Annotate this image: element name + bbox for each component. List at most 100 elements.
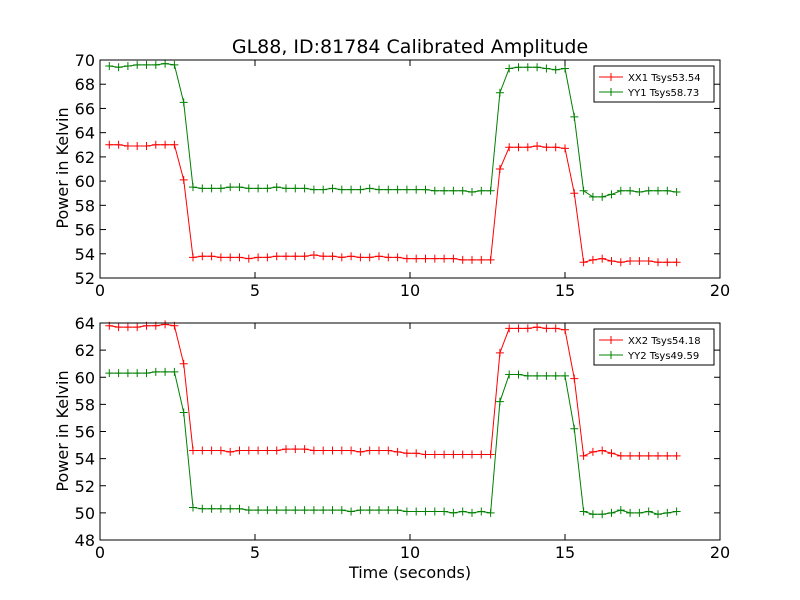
data-point (458, 507, 467, 516)
data-point (319, 446, 328, 455)
data-point (123, 323, 132, 332)
data-point (254, 184, 263, 193)
x-axis-label: Time (seconds) (348, 563, 471, 582)
data-point (514, 63, 523, 72)
data-point (356, 506, 365, 515)
data-point (114, 63, 123, 72)
data-point (375, 446, 383, 455)
data-point (328, 184, 337, 193)
legend-entry: XX1 Tsys53.54 (599, 73, 701, 84)
x-tick-label: 10 (400, 543, 420, 562)
data-point (402, 254, 411, 263)
data-point (133, 369, 142, 378)
data-point (458, 186, 467, 195)
data-point (514, 143, 523, 152)
data-point (263, 446, 272, 455)
data-point (477, 186, 486, 195)
data-point (402, 185, 411, 194)
data-point (263, 506, 272, 515)
data-point (468, 450, 476, 459)
data-point (170, 60, 179, 69)
data-point (579, 451, 588, 460)
data-point (309, 446, 318, 455)
data-point (607, 449, 616, 458)
data-point (393, 185, 402, 194)
data-point (337, 446, 346, 455)
data-point (430, 186, 439, 195)
data-point (272, 506, 281, 515)
data-point (551, 65, 560, 74)
data-point (133, 323, 142, 332)
legend-box (593, 65, 715, 103)
data-point (542, 64, 551, 73)
legend: XX2 Tsys54.18 YY2 Tsys49.59 (593, 328, 715, 366)
x-tick-label: 5 (250, 281, 260, 300)
data-point (616, 186, 625, 195)
x-tick-label: 15 (555, 281, 575, 300)
legend-entry: YY2 Tsys49.59 (599, 351, 699, 362)
data-point (133, 60, 142, 69)
data-point (189, 503, 197, 512)
bottom-subplot: 0 5 10 15 20 48 50 52 54 56 58 60 62 64 XX2 Tsys54.18 Y… (75, 314, 731, 562)
data-point (309, 506, 318, 515)
data-point (440, 507, 449, 516)
data-point (421, 507, 430, 516)
y-tick-label: 56 (75, 221, 95, 240)
data-point (356, 185, 365, 194)
data-point (207, 184, 216, 193)
data-point (384, 253, 393, 262)
data-point (375, 252, 383, 261)
data-point (654, 510, 662, 519)
data-point (449, 186, 458, 195)
data-point (570, 374, 579, 383)
data-point (309, 250, 318, 259)
data-point (170, 140, 179, 149)
data-point (282, 506, 290, 515)
data-point (570, 112, 579, 121)
y-tick-label: 64 (75, 124, 95, 143)
data-point (179, 359, 188, 368)
data-point (607, 508, 616, 517)
data-point (449, 450, 458, 459)
data-point (309, 185, 318, 194)
data-point (133, 141, 142, 150)
data-point (272, 252, 281, 261)
data-point (384, 506, 393, 515)
data-point (207, 252, 216, 261)
data-point (588, 192, 597, 201)
data-point (402, 507, 411, 516)
data-point (644, 186, 653, 195)
data-point (588, 255, 597, 264)
y-tick-label: 54 (75, 245, 95, 264)
y-tick-label: 52 (75, 477, 95, 496)
y-tick-label: 60 (75, 368, 95, 387)
legend-label: XX1 Tsys53.54 (628, 73, 701, 84)
data-point (616, 258, 625, 267)
data-point (337, 185, 346, 194)
y-tick-label: 50 (75, 504, 95, 523)
data-point (151, 140, 160, 149)
data-point (384, 185, 393, 194)
chart-title: GL88, ID:81784 Calibrated Amplitude (232, 36, 588, 58)
data-point (393, 253, 402, 262)
data-point (356, 253, 365, 262)
y-tick-label: 68 (75, 75, 95, 94)
data-point (114, 323, 123, 332)
data-point (347, 252, 356, 261)
data-point (300, 506, 309, 515)
y-tick-label: 70 (75, 51, 95, 70)
data-point (282, 252, 290, 261)
data-point (263, 253, 272, 262)
x-tick-label: 10 (400, 281, 420, 300)
legend-label: YY1 Tsys58.73 (627, 88, 699, 99)
data-point (430, 507, 439, 516)
data-point (216, 504, 225, 513)
data-point (440, 254, 449, 263)
data-point (375, 506, 383, 515)
data-point (347, 507, 356, 516)
data-point (123, 141, 132, 150)
data-point (244, 446, 253, 455)
legend-marker (607, 88, 615, 96)
data-point (319, 506, 328, 515)
legend-box (593, 328, 715, 366)
